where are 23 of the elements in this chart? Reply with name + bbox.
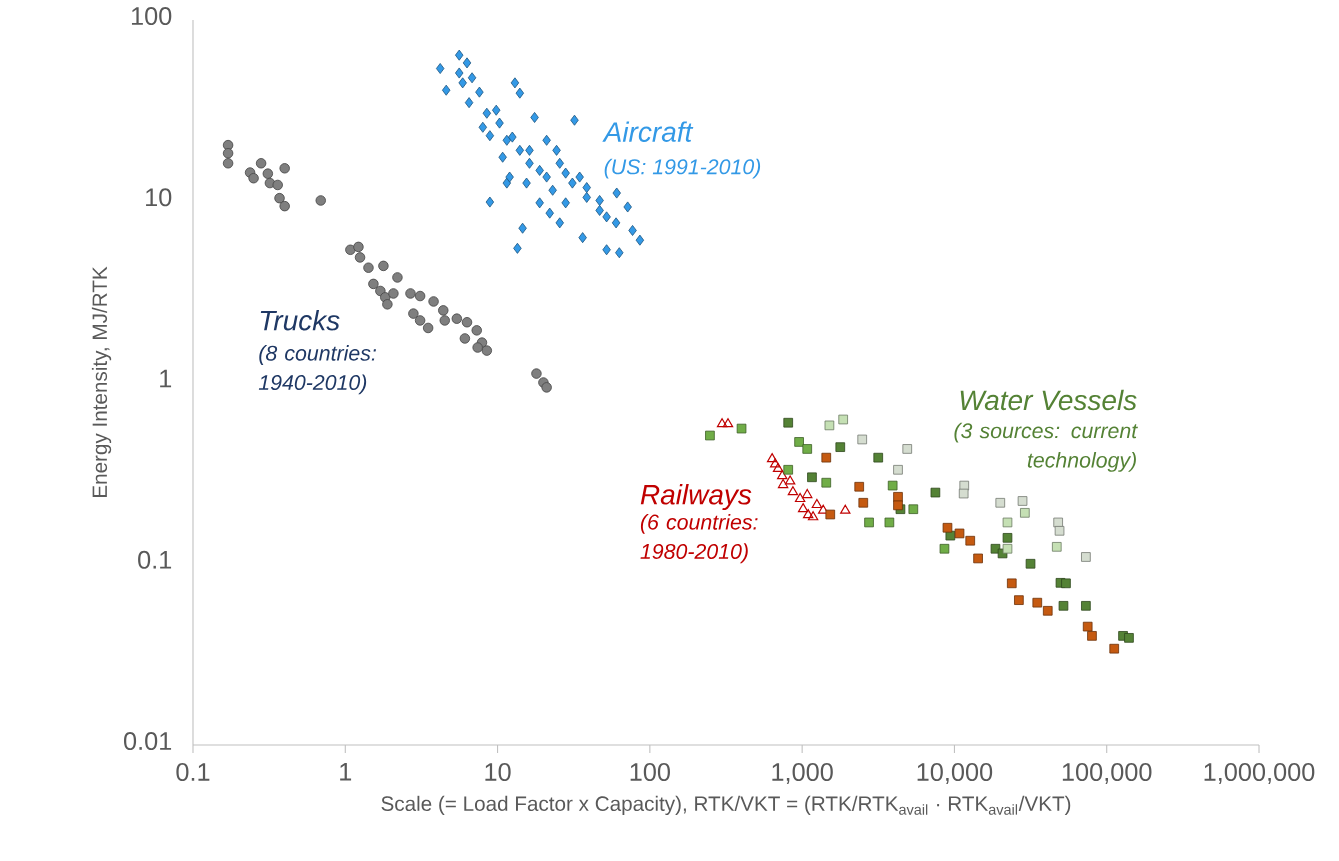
y-tick-label: 0.01 [123,732,172,751]
y-tick-label: 1 [160,369,172,388]
y-tick-label: 100 [131,7,172,26]
x-axis-title: Scale (= Load Factor x Capacity), RTK/VKT = (RTK/RTK$_{avail}$ · RTK$_{avail}$/VKT) [381,795,1071,816]
x-tick-label: 1 [340,763,352,781]
annotation: (6 countries: 1980-2010) [640,514,758,564]
y-axis-title: Energy Intensity, MJ/RTK [91,266,112,498]
x-tick-label: 1,000 [772,763,833,784]
annotation: Water Vessels [960,389,1137,411]
y-tick-label: 0.1 [138,550,172,569]
annotation: Aircraft [602,121,694,142]
x-tick-label: 10 [485,763,511,781]
x-tick-label: 10,000 [917,763,993,784]
x-tick-label: 1,000,000 [1204,763,1315,784]
x-tick-label: 0.1 [176,763,210,781]
y-tick-label: 10 [146,188,172,207]
annotation: (3 sources: current technology) [954,422,1138,472]
annotation: (8 countries: 1940-2010) [258,345,376,395]
annotation: (US: 1991-2010) [604,158,761,179]
annotation: Railways [640,484,752,511]
annotation: Trucks [260,309,340,331]
x-tick-label: 100,000 [1062,763,1152,784]
x-tick-label: 100 [630,763,670,781]
